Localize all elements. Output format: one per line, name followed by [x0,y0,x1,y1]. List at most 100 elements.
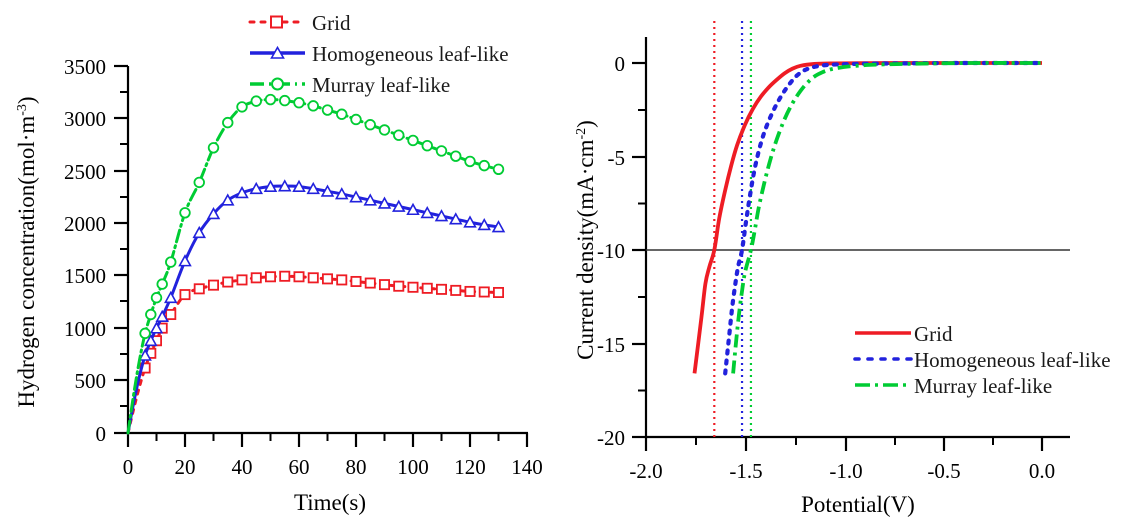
data-point-marker [450,284,462,296]
data-point-marker [448,212,463,225]
data-point-marker [478,286,490,298]
left-legend-label-murray: Murray leaf-like [312,73,450,97]
left-legend-item-homogeneous[interactable]: Homogeneous leaf-like [250,42,509,66]
data-point-marker [435,283,447,295]
right-y-tick-labels: -20 -15 -10 -5 0 [597,52,625,450]
series-path [723,60,1045,376]
left-legend-item-grid[interactable]: Grid [248,11,351,35]
data-point-marker [421,282,433,294]
data-point-marker [478,159,490,172]
data-point-marker [320,184,335,197]
right-xtick-minus15: -1.5 [729,459,762,483]
data-point-marker [293,96,305,109]
right-legend-item-murray[interactable]: Murray leaf-like [855,374,1052,398]
data-point-marker [420,205,435,219]
right-legend-item-homogeneous[interactable]: Homogeneous leaf-like [853,348,1111,372]
left-series-group [126,93,506,435]
data-point-marker [378,124,391,136]
left-xtick-60: 60 [289,455,310,479]
data-point-marker [464,285,476,297]
data-point-marker [206,206,221,220]
right-series-group [692,60,1045,376]
data-point-marker [277,179,292,192]
left-y-axis-title-sup: -3 [15,104,30,116]
data-point-marker [321,273,333,285]
right-legend-label-murray: Murray leaf-like [914,374,1052,398]
left-ytick-500: 500 [75,369,107,393]
svg-text:Current density(mA·cm-2): Current density(mA·cm-2) [573,120,598,360]
left-xtick-120: 120 [454,455,486,479]
left-axes [126,66,528,435]
data-point-marker [163,290,178,304]
data-point-marker [145,308,157,321]
left-xtick-100: 100 [397,455,429,479]
data-point-marker [391,199,406,212]
data-point-marker [492,286,504,298]
right-ytick-minus5: -5 [608,146,626,170]
left-ytick-2000: 2000 [64,212,106,236]
left-xtick-40: 40 [232,455,253,479]
data-point-marker [263,179,278,192]
left-xtick-80: 80 [346,455,367,479]
left-legend-label-grid: Grid [312,11,351,35]
data-point-marker [393,129,405,141]
data-point-marker [207,142,220,154]
left-y-axis-title-main: Hydrogen concentration(mol·m [14,116,39,408]
series-murray-leaf-like [731,61,1042,374]
data-point-marker [279,94,291,107]
right-legend-label-grid: Grid [914,322,953,346]
data-point-marker [156,278,168,290]
series-grid [692,61,1042,374]
data-point-marker [165,309,177,321]
left-x-tick-labels: 0 20 40 60 80 100 120 140 [123,455,543,479]
data-point-marker [207,279,219,291]
series-homogeneous-leaf-like [126,179,506,435]
data-point-marker [193,283,205,295]
onset-marker-lines [713,20,753,437]
left-y-axis-title: Hydrogen concentration(mol·m-3) [14,96,39,407]
data-point-marker [236,274,248,286]
left-chart-svg: 0 500 1000 1500 2000 2500 3000 3500 0 20… [14,11,543,515]
left-ytick-3000: 3000 [64,107,106,131]
left-ytick-3500: 3500 [64,55,106,79]
left-x-axis-title: Time(s) [294,490,366,515]
svg-text:Hydrogen concentration(mol·m-3: Hydrogen concentration(mol·m-3) [14,96,39,407]
data-point-marker [235,186,249,199]
right-legend-item-grid[interactable]: Grid [855,322,953,346]
data-point-marker [421,139,433,152]
data-point-marker [144,333,158,347]
data-point-marker [179,289,191,301]
left-x-minor-ticks [155,433,500,441]
data-point-marker [377,196,392,209]
series-grid [126,270,504,435]
data-point-marker [155,309,169,323]
right-y-minor-ticks [638,109,646,392]
left-xtick-140: 140 [511,455,543,479]
data-point-marker [264,93,277,106]
data-point-marker [236,101,248,113]
data-point-marker [363,193,378,206]
right-ytick-minus10: -10 [597,239,625,263]
panel-polarization-curve: -20 -15 -10 -5 0 -2.0 -1.5 -1.0 -0.5 0.0… [573,0,1146,522]
data-point-marker [165,256,177,268]
right-chart-svg: -20 -15 -10 -5 0 -2.0 -1.5 -1.0 -0.5 0.0… [573,20,1111,517]
series-path [731,61,1042,374]
left-legend: Grid Homogeneous leaf-like Murray leaf-l… [248,11,509,97]
left-ytick-1000: 1000 [64,317,106,341]
data-point-marker [477,218,492,231]
data-point-marker [220,193,235,206]
left-legend-item-murray[interactable]: Murray leaf-like [250,73,450,97]
series-homogeneous-leaf-like [723,60,1045,376]
right-ytick-minus15: -15 [597,333,625,357]
data-point-marker [293,271,305,283]
data-point-marker [222,116,234,129]
data-point-marker [321,104,334,116]
left-y-tick-labels: 0 500 1000 1500 2000 2500 3000 3500 [64,55,106,446]
data-point-marker [336,274,348,286]
left-legend-label-homogeneous: Homogeneous leaf-like [312,42,509,66]
data-point-marker [364,119,376,131]
left-xtick-0: 0 [123,455,134,479]
data-point-marker [307,100,319,112]
data-point-marker [222,276,234,288]
right-y-axis-title-close: ) [573,120,598,128]
